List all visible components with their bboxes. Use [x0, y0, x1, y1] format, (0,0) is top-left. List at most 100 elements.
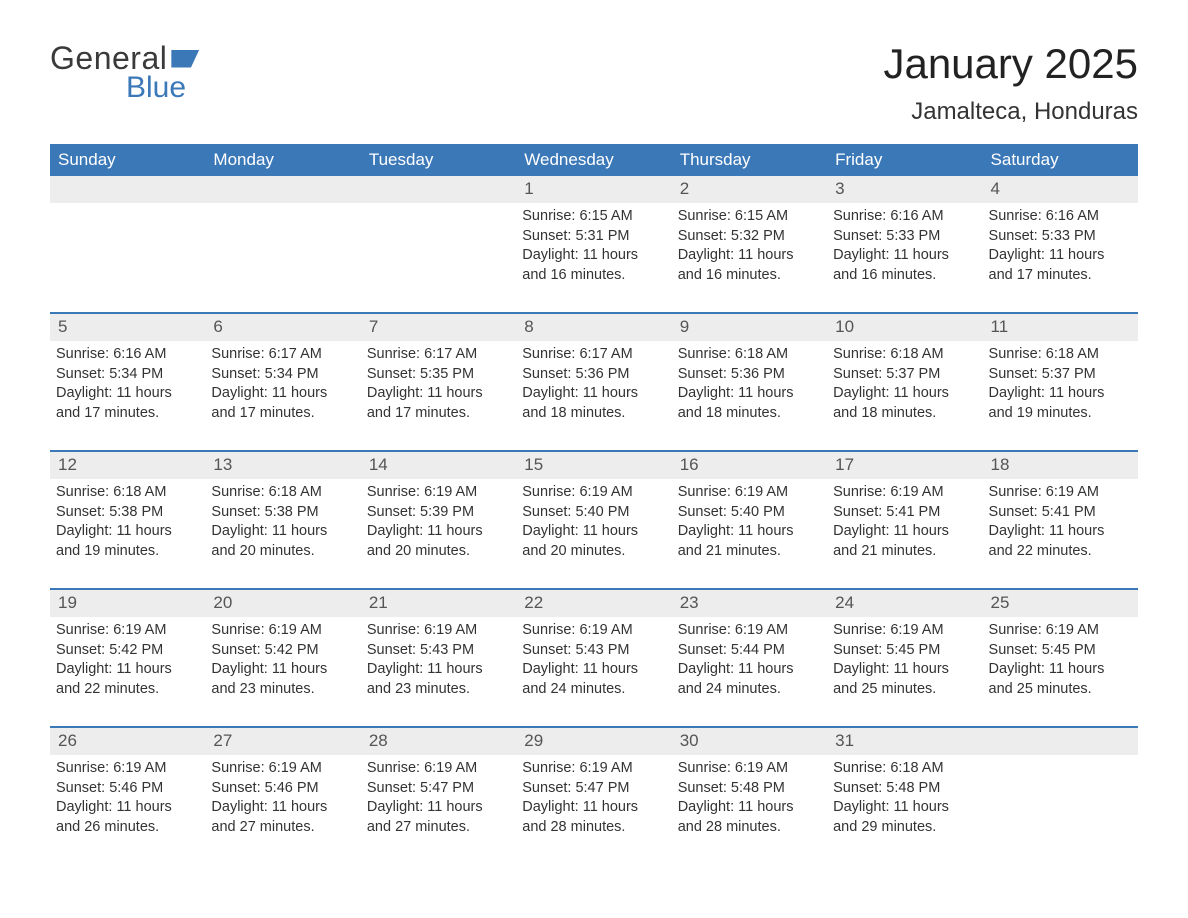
day-number: 1 — [516, 176, 671, 203]
day-daylight1: Daylight: 11 hours — [56, 798, 199, 818]
day-daylight2: and 23 minutes. — [211, 680, 354, 700]
day-daylight1: Daylight: 11 hours — [367, 660, 510, 680]
day-cell: 11Sunrise: 6:18 AMSunset: 5:37 PMDayligh… — [983, 314, 1138, 438]
day-number: 17 — [827, 452, 982, 479]
day-sunset: Sunset: 5:46 PM — [56, 779, 199, 799]
day-sunset: Sunset: 5:45 PM — [833, 641, 976, 661]
page-header: General Blue January 2025 Jamalteca, Hon… — [50, 40, 1138, 126]
day-sunrise: Sunrise: 6:17 AM — [367, 345, 510, 365]
day-daylight2: and 18 minutes. — [833, 404, 976, 424]
day-cell — [205, 176, 360, 300]
day-cell: 26Sunrise: 6:19 AMSunset: 5:46 PMDayligh… — [50, 728, 205, 852]
day-number: 26 — [50, 728, 205, 755]
day-number: 30 — [672, 728, 827, 755]
day-daylight2: and 23 minutes. — [367, 680, 510, 700]
day-of-week-header: SundayMondayTuesdayWednesdayThursdayFrid… — [50, 144, 1138, 176]
day-number: 11 — [983, 314, 1138, 341]
day-sunset: Sunset: 5:48 PM — [678, 779, 821, 799]
day-sunset: Sunset: 5:38 PM — [211, 503, 354, 523]
day-sunrise: Sunrise: 6:19 AM — [56, 621, 199, 641]
day-number: 18 — [983, 452, 1138, 479]
day-sunrise: Sunrise: 6:19 AM — [989, 621, 1132, 641]
day-cell: 12Sunrise: 6:18 AMSunset: 5:38 PMDayligh… — [50, 452, 205, 576]
day-daylight1: Daylight: 11 hours — [678, 384, 821, 404]
day-sunset: Sunset: 5:34 PM — [56, 365, 199, 385]
day-number — [983, 728, 1138, 755]
day-daylight1: Daylight: 11 hours — [367, 798, 510, 818]
day-sunrise: Sunrise: 6:16 AM — [989, 207, 1132, 227]
day-sunrise: Sunrise: 6:19 AM — [211, 759, 354, 779]
day-sunset: Sunset: 5:47 PM — [522, 779, 665, 799]
day-number: 25 — [983, 590, 1138, 617]
day-daylight1: Daylight: 11 hours — [522, 522, 665, 542]
flag-icon — [171, 50, 199, 68]
day-sunrise: Sunrise: 6:19 AM — [367, 483, 510, 503]
dow-cell: Wednesday — [516, 144, 671, 176]
day-daylight1: Daylight: 11 hours — [522, 384, 665, 404]
day-daylight1: Daylight: 11 hours — [522, 798, 665, 818]
day-sunrise: Sunrise: 6:19 AM — [522, 621, 665, 641]
day-sunset: Sunset: 5:32 PM — [678, 227, 821, 247]
day-number — [50, 176, 205, 203]
day-sunset: Sunset: 5:43 PM — [522, 641, 665, 661]
day-daylight2: and 28 minutes. — [678, 818, 821, 838]
day-sunrise: Sunrise: 6:19 AM — [833, 621, 976, 641]
week-row: 5Sunrise: 6:16 AMSunset: 5:34 PMDaylight… — [50, 312, 1138, 438]
day-number: 2 — [672, 176, 827, 203]
day-daylight1: Daylight: 11 hours — [678, 660, 821, 680]
day-cell: 18 Sunrise: 6:19 AMSunset: 5:41 PMDayligh… — [983, 452, 1138, 576]
day-cell — [983, 728, 1138, 852]
day-number: 7 — [361, 314, 516, 341]
day-cell: 21Sunrise: 6:19 AMSunset: 5:43 PMDayligh… — [361, 590, 516, 714]
day-cell: 1Sunrise: 6:15 AMSunset: 5:31 PMDaylight… — [516, 176, 671, 300]
week-row: 12 Sunrise: 6:18 AMSunset: 5:38 PM Dayligh… — [50, 450, 1138, 576]
day-sunrise: Sunrise: 6:15 AM — [522, 207, 665, 227]
day-sunrise: Sunrise: 6:19 AM — [678, 759, 821, 779]
day-sunset: Sunset: 5:42 PM — [56, 641, 199, 661]
day-sunset: Sunset: 5:42 PM — [211, 641, 354, 661]
day-number: 8 — [516, 314, 671, 341]
day-sunset: Sunset: 5:41 PM — [833, 503, 976, 523]
day-sunset: Sunset: 5:41 PM — [989, 503, 1132, 523]
day-sunrise: Sunrise: 6:19 AM — [211, 621, 354, 641]
day-number: 12 — [50, 452, 205, 479]
day-daylight2: and 22 minutes. — [56, 680, 199, 700]
day-cell: 15Sunrise: 6:19 AMSunset: 5:40 PMDayligh… — [516, 452, 671, 576]
day-number: 20 — [205, 590, 360, 617]
day-sunrise: Sunrise: 6:18 AM — [989, 345, 1132, 365]
day-sunset: Sunset: 5:40 PM — [678, 503, 821, 523]
day-sunrise: Sunrise: 6:19 AM — [367, 621, 510, 641]
day-number — [361, 176, 516, 203]
day-number: 19 — [50, 590, 205, 617]
day-number: 24 — [827, 590, 982, 617]
day-daylight1: Daylight: 11 hours — [989, 522, 1132, 542]
day-number: 27 — [205, 728, 360, 755]
day-cell: 8Sunrise: 6:17 AMSunset: 5:36 PMDaylight… — [516, 314, 671, 438]
day-sunrise: Sunrise: 6:19 AM — [989, 483, 1132, 503]
day-sunset: Sunset: 5:34 PM — [211, 365, 354, 385]
day-sunrise: Sunrise: 6:18 AM — [678, 345, 821, 365]
day-sunset: Sunset: 5:37 PM — [989, 365, 1132, 385]
dow-cell: Saturday — [983, 144, 1138, 176]
day-number: 13 — [205, 452, 360, 479]
day-daylight1: Daylight: 11 hours — [833, 522, 976, 542]
day-daylight1: Daylight: 11 hours — [211, 384, 354, 404]
day-number — [205, 176, 360, 203]
week-row: 19Sunrise: 6:19 AMSunset: 5:42 PMDayligh… — [50, 588, 1138, 714]
day-cell: 5Sunrise: 6:16 AMSunset: 5:34 PMDaylight… — [50, 314, 205, 438]
day-daylight2: and 22 minutes. — [989, 542, 1132, 562]
day-sunset: Sunset: 5:46 PM — [211, 779, 354, 799]
day-sunset: Sunset: 5:35 PM — [367, 365, 510, 385]
day-sunrise: Sunrise: 6:19 AM — [522, 483, 665, 503]
day-daylight2: and 17 minutes. — [367, 404, 510, 424]
day-daylight1: Daylight: 11 hours — [989, 660, 1132, 680]
day-cell: 9Sunrise: 6:18 AMSunset: 5:36 PMDaylight… — [672, 314, 827, 438]
day-number: 22 — [516, 590, 671, 617]
day-sunrise: Sunrise: 6:18 AM — [211, 483, 354, 503]
day-daylight1: Daylight: 11 hours — [56, 522, 199, 542]
day-cell: 10Sunrise: 6:18 AMSunset: 5:37 PMDayligh… — [827, 314, 982, 438]
day-daylight2: and 24 minutes. — [522, 680, 665, 700]
day-daylight2: and 25 minutes. — [833, 680, 976, 700]
day-daylight1: Daylight: 11 hours — [678, 246, 821, 266]
day-daylight2: and 19 minutes. — [56, 542, 199, 562]
